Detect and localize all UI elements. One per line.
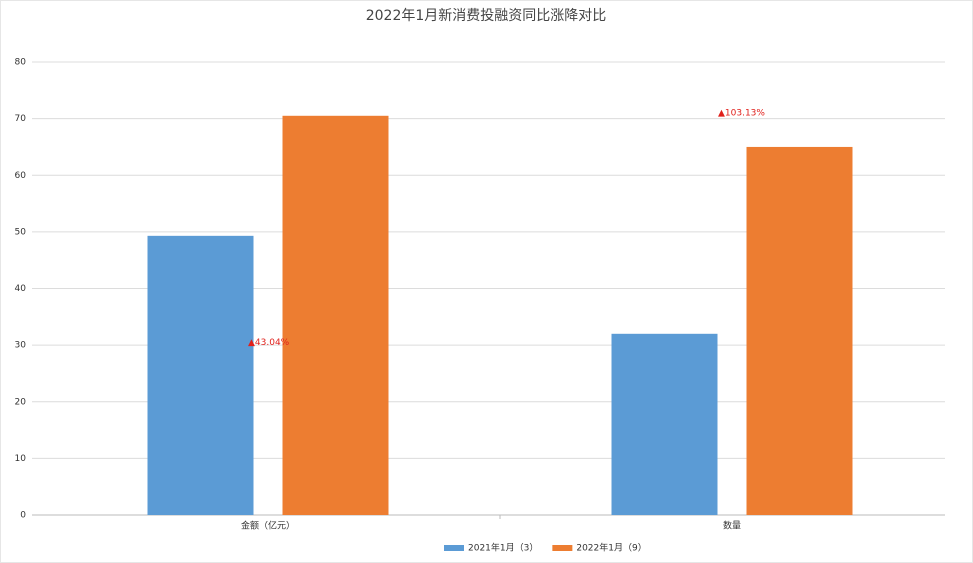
y-tick-label: 10 <box>15 454 27 464</box>
bar <box>147 235 254 515</box>
legend-swatch <box>552 545 573 551</box>
y-tick-label: 0 <box>20 511 26 521</box>
y-tick-label: 40 <box>15 284 27 294</box>
y-tick-label: 30 <box>15 341 27 351</box>
chart-title: 2022年1月新消费投融资同比涨降对比 <box>366 8 607 24</box>
legend-label: 2021年1月（3） <box>468 542 538 554</box>
legend-swatch <box>444 545 464 551</box>
y-tick-label: 20 <box>15 397 27 407</box>
y-tick-label: 50 <box>15 227 27 237</box>
y-tick-label: 60 <box>15 171 27 181</box>
y-tick-label: 80 <box>15 58 27 68</box>
bar <box>746 146 853 515</box>
legend-label: 2022年1月（9） <box>576 542 646 554</box>
x-tick-label: 金额（亿元） <box>241 520 295 532</box>
bar <box>282 115 389 515</box>
bar <box>611 333 718 515</box>
annotation: ▲103.13% <box>718 108 765 118</box>
x-tick-label: 数量 <box>723 520 741 532</box>
y-tick-label: 70 <box>15 114 27 124</box>
annotation: ▲43.04% <box>248 338 290 348</box>
